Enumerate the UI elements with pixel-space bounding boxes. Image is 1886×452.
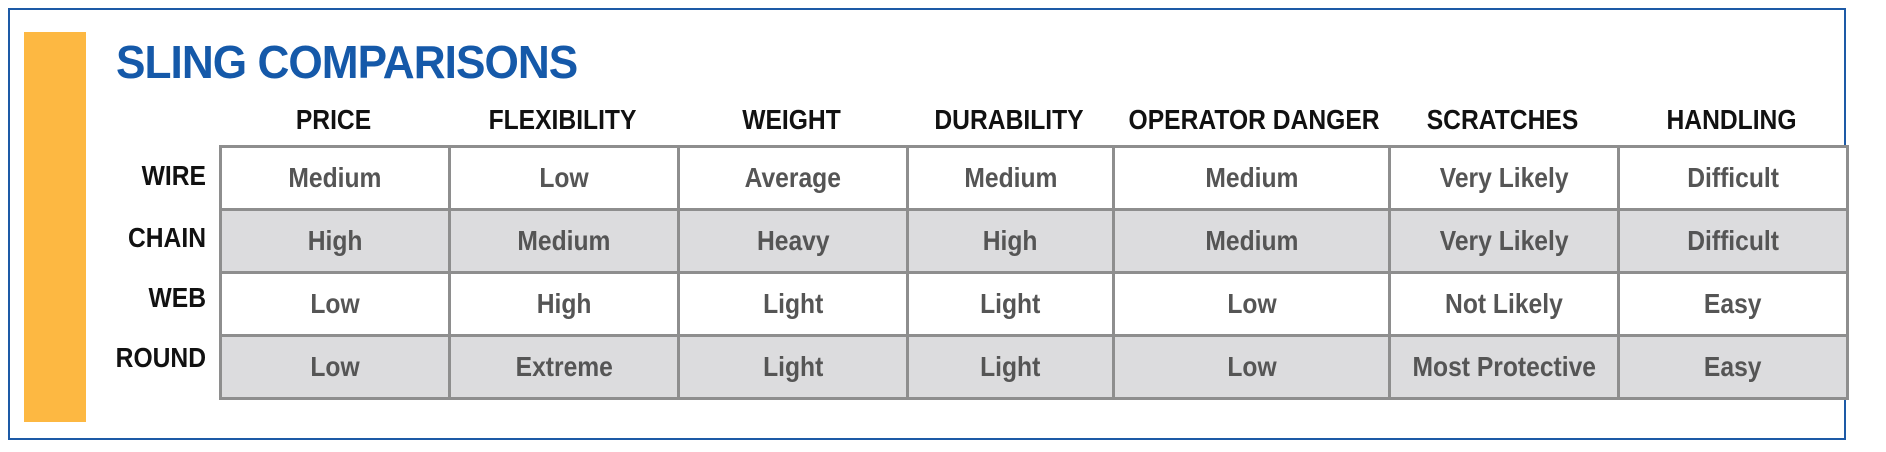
table-row: Low High Light Light Low Not Likely Easy bbox=[219, 271, 1849, 337]
table-cell: High bbox=[448, 271, 680, 337]
column-header-price: PRICE bbox=[295, 104, 372, 135]
table-cell: Very Likely bbox=[1388, 208, 1620, 274]
table-cell: Low bbox=[448, 145, 680, 211]
table-cell: Low bbox=[219, 334, 451, 400]
column-header-flexibility: FLEXIBILITY bbox=[488, 104, 637, 135]
table-cell: Difficult bbox=[1617, 145, 1849, 211]
column-header-weight: WEIGHT bbox=[742, 104, 841, 135]
table-cell: Medium bbox=[1112, 145, 1391, 211]
table-cell: Easy bbox=[1617, 271, 1849, 337]
table-cell: Heavy bbox=[677, 208, 909, 274]
column-header-handling: HANDLING bbox=[1666, 104, 1797, 135]
table-cell: Medium bbox=[1112, 208, 1391, 274]
table-cell: Low bbox=[1112, 271, 1391, 337]
row-label-chain: CHAIN bbox=[127, 222, 206, 253]
table-cell: Most Protective bbox=[1388, 334, 1620, 400]
table-cell: Medium bbox=[219, 145, 451, 211]
row-label-web: WEB bbox=[148, 282, 206, 313]
page-title: SLING COMPARISONS bbox=[116, 36, 578, 88]
table-cell: Easy bbox=[1617, 334, 1849, 400]
comparison-table: Medium Low Average Medium Medium Very Li… bbox=[219, 145, 1849, 400]
table-cell: High bbox=[219, 208, 451, 274]
table-cell: Low bbox=[1112, 334, 1391, 400]
column-header-operator-danger: OPERATOR DANGER bbox=[1128, 104, 1380, 135]
table-row: Medium Low Average Medium Medium Very Li… bbox=[219, 145, 1849, 211]
accent-bar bbox=[24, 32, 86, 422]
table-cell: Light bbox=[906, 334, 1115, 400]
table-row: High Medium Heavy High Medium Very Likel… bbox=[219, 208, 1849, 274]
table-cell: Extreme bbox=[448, 334, 680, 400]
table-cell: Not Likely bbox=[1388, 271, 1620, 337]
table-cell: Very Likely bbox=[1388, 145, 1620, 211]
table-cell: Light bbox=[677, 271, 909, 337]
table-cell: Medium bbox=[906, 145, 1115, 211]
table-cell: Medium bbox=[448, 208, 680, 274]
table-cell: Light bbox=[906, 271, 1115, 337]
row-label-round: ROUND bbox=[115, 342, 206, 373]
table-cell: Difficult bbox=[1617, 208, 1849, 274]
table-cell: Light bbox=[677, 334, 909, 400]
table-row: Low Extreme Light Light Low Most Protect… bbox=[219, 334, 1849, 400]
row-label-wire: WIRE bbox=[141, 160, 206, 191]
table-cell: High bbox=[906, 208, 1115, 274]
table-cell: Low bbox=[219, 271, 451, 337]
column-header-durability: DURABILITY bbox=[934, 104, 1084, 135]
table-cell: Average bbox=[677, 145, 909, 211]
column-header-scratches: SCRATCHES bbox=[1426, 104, 1579, 135]
